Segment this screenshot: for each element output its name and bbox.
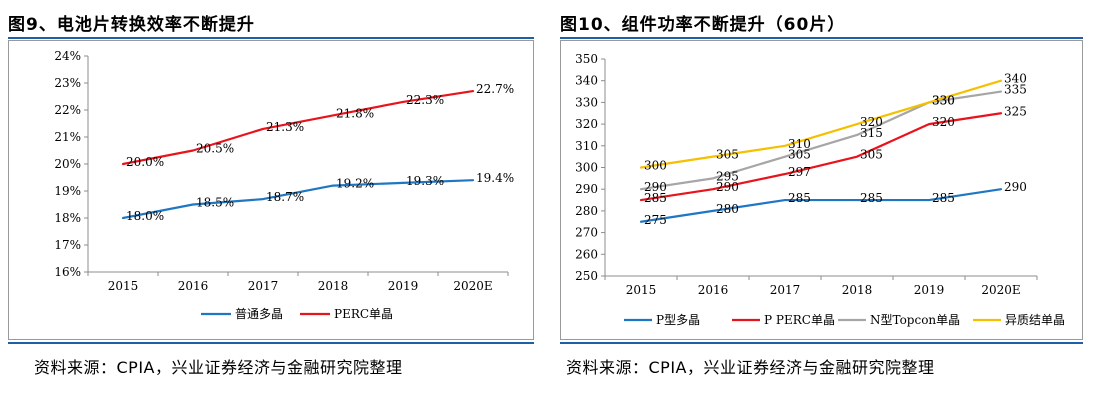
figure9-source-rule	[8, 342, 534, 344]
y-tick-label: 340	[575, 74, 598, 88]
figure10-source-rule	[560, 342, 1083, 344]
y-tick-label: 320	[575, 117, 598, 131]
figure9-source: 资料来源：CPIA，兴业证券经济与金融研究院整理	[34, 358, 403, 377]
x-tick-label: 2020E	[981, 283, 1020, 297]
data-label: 300	[644, 159, 667, 173]
data-label: 305	[860, 148, 883, 162]
data-label: 320	[932, 115, 955, 129]
series-line-3	[639, 90, 1003, 191]
data-label: 285	[932, 191, 955, 205]
series-line-2	[121, 89, 475, 166]
x-tick-label: 2018	[842, 283, 873, 297]
y-tick-label: 290	[575, 182, 598, 196]
data-label: 290	[716, 180, 739, 194]
data-label: 305	[788, 148, 811, 162]
y-tick-label: 300	[575, 161, 598, 175]
data-label: 330	[932, 93, 955, 107]
data-label: 340	[1004, 72, 1027, 86]
data-label: 325	[1004, 104, 1027, 118]
data-label: 285	[788, 191, 811, 205]
x-tick-label: 2018	[318, 279, 349, 293]
data-label: 275	[644, 213, 667, 227]
y-tick-label: 16%	[54, 265, 81, 279]
y-tick-label: 330	[575, 95, 598, 109]
data-label: 18.0%	[126, 209, 164, 223]
legend-label-4: 异质结单晶	[1005, 313, 1065, 327]
x-tick-label: 2019	[914, 283, 945, 297]
x-tick-label: 2020E	[453, 279, 492, 293]
data-label: 19.3%	[406, 174, 444, 188]
data-label: 297	[788, 165, 811, 179]
figure10-title: 图10、组件功率不断提升（60片）	[560, 15, 846, 35]
x-tick-label: 2017	[770, 283, 801, 297]
data-label: 20.0%	[126, 155, 164, 169]
data-label: 19.4%	[476, 171, 514, 185]
data-label: 21.3%	[266, 120, 304, 134]
y-tick-label: 17%	[54, 238, 81, 252]
data-label: 20.5%	[196, 142, 234, 156]
x-tick-label: 2019	[388, 279, 419, 293]
data-label: 330	[932, 93, 955, 107]
data-label: 335	[1004, 83, 1027, 97]
y-tick-label: 310	[575, 139, 598, 153]
y-tick-label: 350	[575, 52, 598, 66]
y-tick-label: 23%	[54, 76, 81, 90]
data-label: 315	[860, 126, 883, 140]
data-label: 285	[644, 191, 667, 205]
x-tick-label: 2016	[178, 279, 209, 293]
figure9-chart: 16% 17% 18% 19% 20% 21% 22% 23% 24% 2015 2016 2017 2…	[54, 49, 514, 321]
data-label: 285	[860, 191, 883, 205]
figure9-frame	[8, 40, 534, 340]
y-tick-label: 18%	[54, 211, 81, 225]
y-tick-label: 20%	[54, 157, 81, 171]
y-tick-label: 250	[575, 269, 598, 283]
x-tick-label: 2015	[626, 283, 657, 297]
data-label: 22.7%	[476, 82, 514, 96]
y-tick-label: 19%	[54, 184, 81, 198]
series-line-2	[639, 112, 1003, 202]
data-label: 290	[644, 180, 667, 194]
data-label: 320	[860, 115, 883, 129]
series-line-1	[121, 179, 475, 220]
data-label: 21.8%	[336, 106, 374, 120]
data-label: 22.3%	[406, 93, 444, 107]
legend-label-2: PERC单晶	[334, 307, 393, 321]
y-tick-label: 270	[575, 226, 598, 240]
x-tick-label: 2016	[698, 283, 729, 297]
y-tick-label: 260	[575, 247, 598, 261]
figure10-title-rule	[560, 37, 1083, 39]
series-line-4	[639, 79, 1003, 169]
legend-label-1: 普通多晶	[235, 307, 283, 321]
legend-label-3: N型Topcon单晶	[870, 313, 960, 327]
data-label: 18.7%	[266, 190, 304, 204]
data-label: 19.2%	[336, 177, 374, 191]
legend-label-1: P型多晶	[656, 313, 700, 327]
y-tick-label: 22%	[54, 103, 81, 117]
x-tick-label: 2015	[108, 279, 139, 293]
series-line-1	[639, 188, 1003, 223]
figure9-title-rule	[8, 37, 534, 39]
x-tick-label: 2017	[248, 279, 279, 293]
legend-label-2: P PERC单晶	[764, 313, 835, 327]
data-label: 18.5%	[196, 196, 234, 210]
data-label: 305	[716, 148, 739, 162]
figure10-source: 资料来源：CPIA，兴业证券经济与金融研究院整理	[566, 358, 935, 377]
y-tick-label: 24%	[54, 49, 81, 63]
data-label: 280	[716, 202, 739, 216]
y-tick-label: 280	[575, 204, 598, 218]
figure10-frame	[560, 40, 1083, 340]
data-label: 295	[716, 169, 739, 183]
figure9-title: 图9、电池片转换效率不断提升	[8, 15, 255, 35]
y-tick-label: 21%	[54, 130, 81, 144]
data-label: 310	[788, 137, 811, 151]
data-label: 290	[1004, 180, 1027, 194]
figure10-chart: 250 260 270 280 290 300 310 320 330 340 350 2015 201…	[575, 52, 1065, 327]
